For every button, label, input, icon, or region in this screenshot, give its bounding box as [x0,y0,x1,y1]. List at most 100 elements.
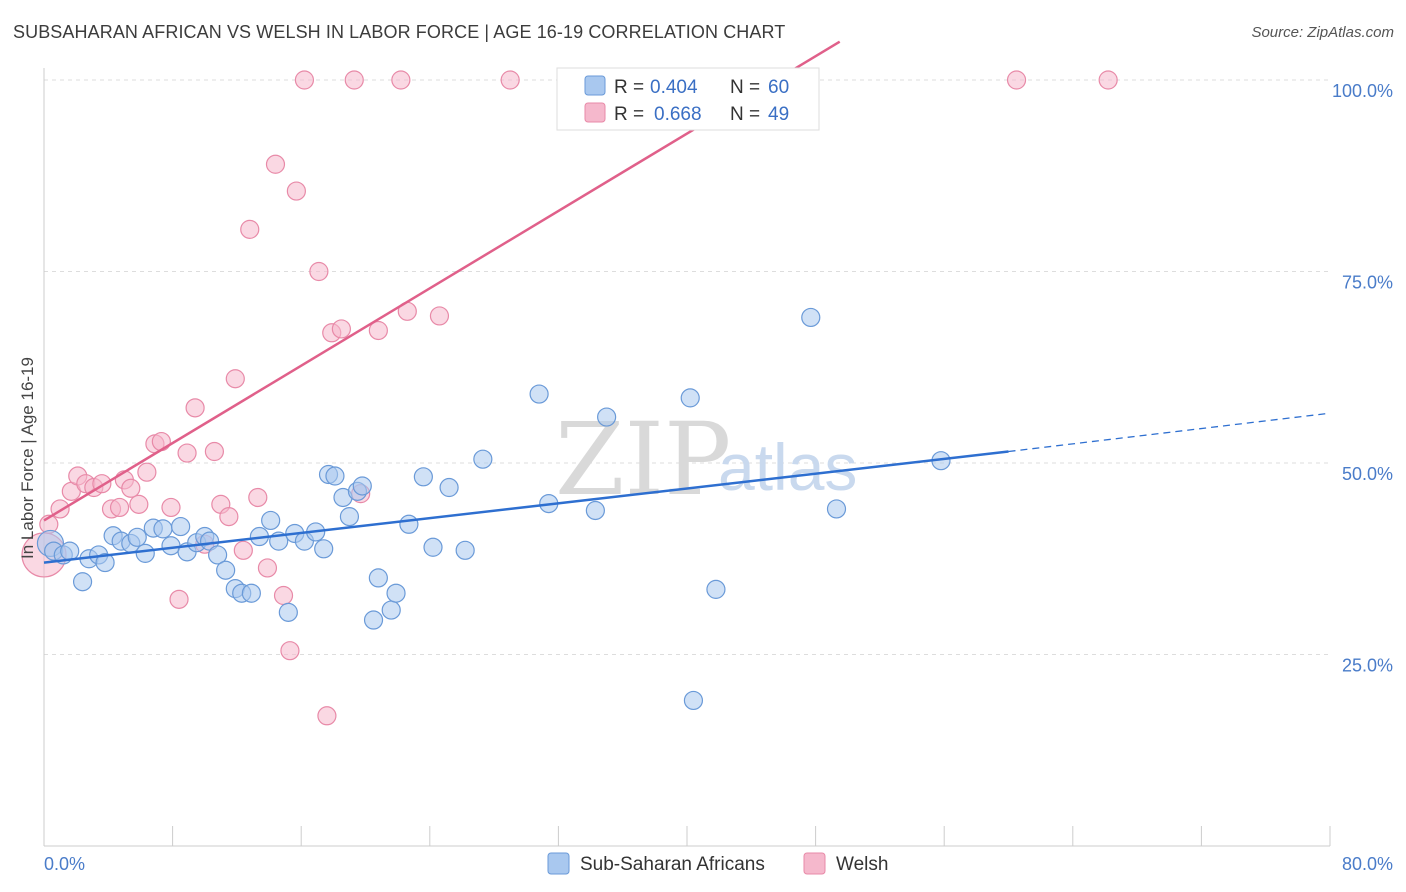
point-sub-saharan [171,516,191,537]
point-welsh [1098,70,1118,90]
point-sub-saharan [352,476,372,496]
point-sub-saharan [423,537,443,557]
point-welsh [1006,70,1027,90]
point-welsh [500,70,520,90]
point-sub-saharan [339,507,360,527]
point-sub-saharan [473,449,493,469]
chart-title: SUBSAHARAN AFRICAN VS WELSH IN LABOR FOR… [13,22,786,42]
point-sub-saharan [208,545,228,565]
point-welsh [317,706,337,726]
point-sub-saharan [399,514,419,534]
point-sub-saharan [241,583,261,603]
x-tick-label-max: 80.0% [1342,854,1393,874]
legend-item-sub-saharan: Sub-Saharan Africans [580,854,765,875]
point-sub-saharan [60,541,80,561]
point-welsh [280,641,300,661]
point-sub-saharan [680,388,700,408]
point-welsh [185,398,205,418]
legend-n-value-1: 60 [768,77,789,98]
stats-legend: R = 0.404 N = 60 R = 0.668 N = 49 [556,67,820,131]
trend-line-sub-saharan-extension [1008,412,1331,453]
tick-labels: 0.0% 80.0% 25.0% 50.0% 75.0% 100.0% [44,81,1393,874]
point-welsh [257,558,278,578]
y-tick-label: 75.0% [1342,273,1393,293]
point-sub-saharan [325,466,345,486]
point-sub-saharan [278,602,298,622]
point-sub-saharan [95,552,115,573]
point-welsh [177,443,197,463]
point-sub-saharan [529,384,549,404]
point-welsh [161,497,181,518]
point-welsh [368,320,388,341]
point-sub-saharan [161,536,181,556]
trend-line-sub-saharan [43,450,1009,564]
point-welsh [309,261,329,282]
point-sub-saharan [826,499,847,519]
legend-swatch-blue [584,75,606,96]
point-sub-saharan [368,568,388,588]
point-welsh [331,319,351,339]
point-welsh [109,497,130,518]
point-sub-saharan [706,579,726,599]
point-welsh [169,589,189,609]
y-tick-label: 100.0% [1332,81,1393,101]
point-welsh [344,70,364,90]
point-welsh [151,431,171,452]
point-welsh [137,462,157,482]
point-sub-saharan [683,690,704,711]
point-sub-saharan [216,560,236,580]
y-tick-label: 25.0% [1342,656,1393,676]
legend-n-label-1: N = [730,77,760,98]
point-sub-saharan [801,307,821,328]
watermark-atlas: atlas [718,430,857,504]
point-welsh [429,306,450,326]
point-welsh [265,154,286,174]
watermark-zip: ZIP [555,401,731,518]
point-welsh [225,369,245,389]
legend-r-label-2: R = [614,104,644,125]
point-welsh [240,219,260,239]
legend-item-swatch-sub-saharan [547,852,570,875]
point-welsh [121,478,141,498]
legend-item-welsh: Welsh [836,854,888,875]
point-sub-saharan [439,477,459,498]
point-welsh [129,494,149,514]
legend-r-value-1: 0.404 [650,77,698,98]
point-welsh [204,441,224,462]
point-sub-saharan [413,467,433,487]
point-sub-saharan [455,540,475,560]
point-sub-saharan [153,519,173,539]
scatter-points [21,70,1118,726]
legend-item-swatch-welsh [803,852,826,875]
point-sub-saharan [386,583,406,603]
point-sub-saharan [314,539,334,559]
point-sub-saharan [261,510,281,531]
x-tick-label-min: 0.0% [44,854,85,874]
legend-r-value-2: 0.668 [654,104,702,125]
point-welsh [294,70,315,90]
legend-n-value-2: 49 [768,104,789,125]
point-welsh [219,507,239,527]
point-sub-saharan [381,600,401,620]
series-legend: Sub-Saharan Africans Welsh [547,852,888,875]
y-tick-label: 50.0% [1342,464,1393,484]
y-axis-title: In Labor Force | Age 16-19 [18,357,37,559]
axes [43,68,1330,847]
legend-r-label-1: R = [614,77,644,98]
point-sub-saharan [363,610,384,630]
point-welsh [391,70,411,90]
source-label: Source: ZipAtlas.com [1251,24,1394,41]
legend-swatch-pink [584,102,606,123]
watermark: ZIP atlas [555,401,857,518]
point-sub-saharan [597,407,617,427]
point-sub-saharan [135,543,155,563]
legend-n-label-2: N = [730,104,760,125]
point-welsh [233,540,253,560]
point-sub-saharan [72,572,93,592]
point-welsh [248,487,268,508]
point-welsh [273,585,294,606]
point-sub-saharan [585,500,605,521]
point-welsh [286,181,306,201]
point-sub-saharan [127,527,147,547]
